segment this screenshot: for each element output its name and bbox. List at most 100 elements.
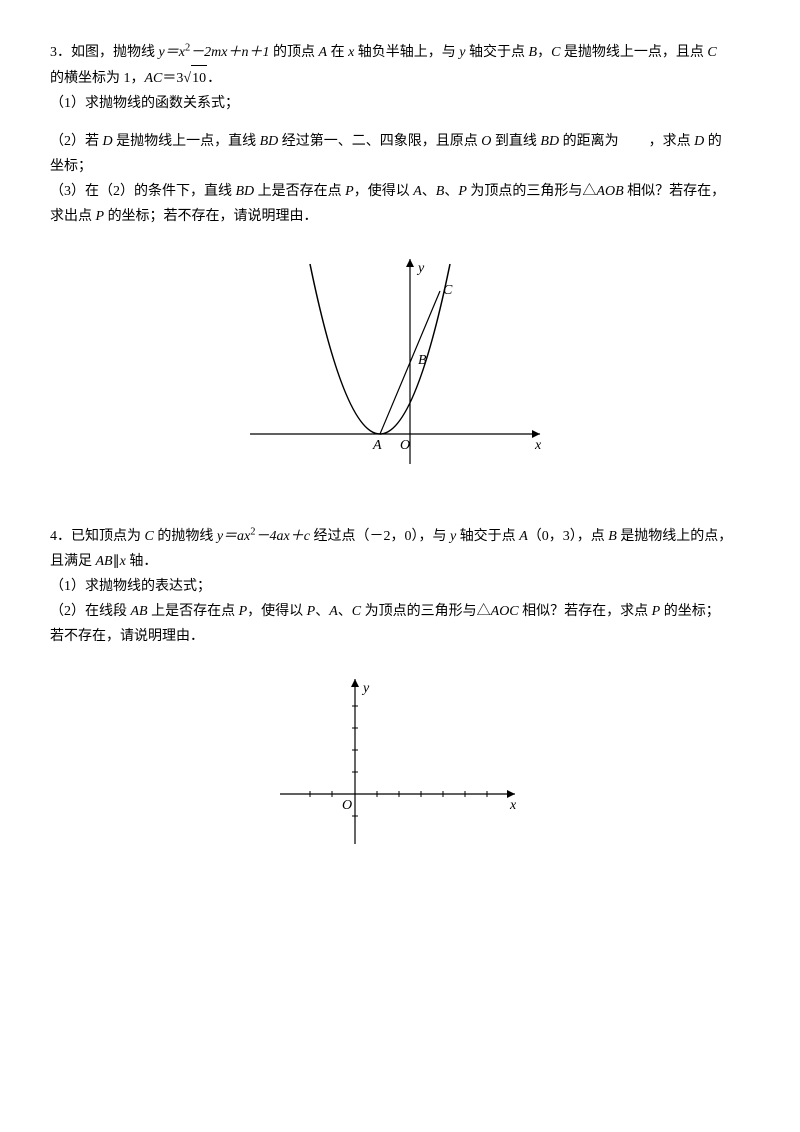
p3-q1: （1）求抛物线的函数关系式； [50,91,750,116]
p4-q2-line1: （2）在线段 AB 上是否存在点 P，使得以 P、A、C 为顶点的三角形与△AO… [50,599,750,624]
var-AB: AB [131,604,148,619]
text: 的 [704,134,722,149]
var-P: P [96,209,105,224]
text: ， [537,45,551,60]
A-label: A [372,438,382,453]
var-B: B [608,529,617,544]
text: 的抛物线 [154,529,217,544]
O-label: O [400,438,410,453]
text: 为顶点的三角形与△ [361,604,491,619]
problem-3: 3．如图，抛物线 y＝x2－2mx＋n＋1 的顶点 A 在 x 轴负半轴上，与 … [50,40,750,494]
var-AOB: AOB [596,184,623,199]
text: 如图，抛物线 [71,45,159,60]
text: 到直线 [491,134,540,149]
text: 且满足 [50,554,96,569]
y-axis-label: y [361,681,370,696]
p4-number: 4． [50,529,71,544]
text: 的距离为 [559,134,619,149]
B-label: B [418,353,427,368]
text: 的顶点 [270,45,319,60]
var-D: D [694,134,704,149]
text: 相似？若存在， [624,184,726,199]
var-P: P [239,604,248,619]
x-axis-label: x [509,798,517,813]
text: 的坐标；若不存在，请说明理由． [104,209,318,224]
text: ，求点 [649,134,695,149]
text: ，使得以 [354,184,414,199]
var-A: A [329,604,338,619]
eq: －2mx＋n＋1 [190,45,269,60]
var-A: A [319,45,328,60]
text: 上是否存在点 [254,184,345,199]
text: 已知顶点为 [71,529,145,544]
p3-number: 3． [50,45,71,60]
text: 求出点 [50,209,96,224]
text: 相似？若存在，求点 [519,604,652,619]
text: 为顶点的三角形与△ [467,184,597,199]
text: 、 [338,604,352,619]
x-axis-label: x [534,438,542,453]
text: 经过点（－2，0），与 [310,529,450,544]
text: 轴交于点 [466,45,529,60]
text: 的横坐标为 1， [50,71,145,86]
var-P: P [458,184,467,199]
text: 轴负半轴上，与 [354,45,459,60]
text: 轴交于点 [456,529,519,544]
p4-line2: 且满足 AB∥x 轴． [50,549,750,574]
y-axis-label: y [416,261,425,276]
eq: －4ax＋c [256,529,310,544]
text: 、 [422,184,436,199]
var-C: C [352,604,361,619]
var-A: A [519,529,528,544]
var-P: P [307,604,316,619]
text: ∥ [113,554,120,569]
text: ． [207,71,221,86]
O-label: O [342,798,352,813]
text: 是抛物线上的点， [617,529,733,544]
text: 经过第一、二、四象限，且原点 [278,134,481,149]
text: （2）若 [50,134,103,149]
text: 的坐标； [660,604,720,619]
text: 、 [444,184,458,199]
var-O: O [481,134,491,149]
p4-q1: （1）求抛物线的表达式； [50,574,750,599]
text: 上是否存在点 [148,604,239,619]
p3-q3-line1: （3）在（2）的条件下，直线 BD 上是否存在点 P，使得以 A、B、P 为顶点… [50,179,750,204]
var-A: A [413,184,422,199]
eq: ＝3 [162,71,183,86]
sqrt-value: 10 [191,65,207,91]
problem-4: 4．已知顶点为 C 的抛物线 y＝ax2－4ax＋c 经过点（－2，0），与 y… [50,524,750,864]
p4-q2-line2: 若不存在，请说明理由． [50,624,750,649]
text: 、 [315,604,329,619]
text: 是抛物线上一点，且点 [560,45,707,60]
var-C: C [707,45,716,60]
p3-line2: 的横坐标为 1，AC＝3√10． [50,65,750,91]
p4-line1: 4．已知顶点为 C 的抛物线 y＝ax2－4ax＋c 经过点（－2，0），与 y… [50,524,750,549]
text: 轴． [126,554,158,569]
p3-line1: 3．如图，抛物线 y＝x2－2mx＋n＋1 的顶点 A 在 x 轴负半轴上，与 … [50,40,750,65]
var-C: C [145,529,154,544]
var-P: P [345,184,354,199]
var-AOC: AOC [491,604,519,619]
text: （3）在（2）的条件下，直线 [50,184,236,199]
var-D: D [103,134,113,149]
text: （0，3），点 [528,529,609,544]
var-AC: AC [145,71,163,86]
parabola-diagram: y x A O B C [240,244,560,484]
text: ，使得以 [247,604,307,619]
var-BD: BD [236,184,255,199]
var-BD: BD [540,134,559,149]
axes-diagram: y x O [270,664,530,854]
var-AB: AB [96,554,113,569]
text: 是抛物线上一点，直线 [113,134,260,149]
text: 在 [327,45,348,60]
eq: y＝ax [217,529,250,544]
var-BD: BD [260,134,279,149]
sqrt-icon: √10 [183,65,207,91]
C-label: C [443,283,453,298]
p3-q3-line2: 求出点 P 的坐标；若不存在，请说明理由． [50,204,750,229]
text: （2）在线段 [50,604,131,619]
figure-1: y x A O B C [50,244,750,493]
eq: y＝x [159,45,185,60]
p3-q2-line1: （2）若 D 是抛物线上一点，直线 BD 经过第一、二、四象限，且原点 O 到直… [50,129,750,154]
